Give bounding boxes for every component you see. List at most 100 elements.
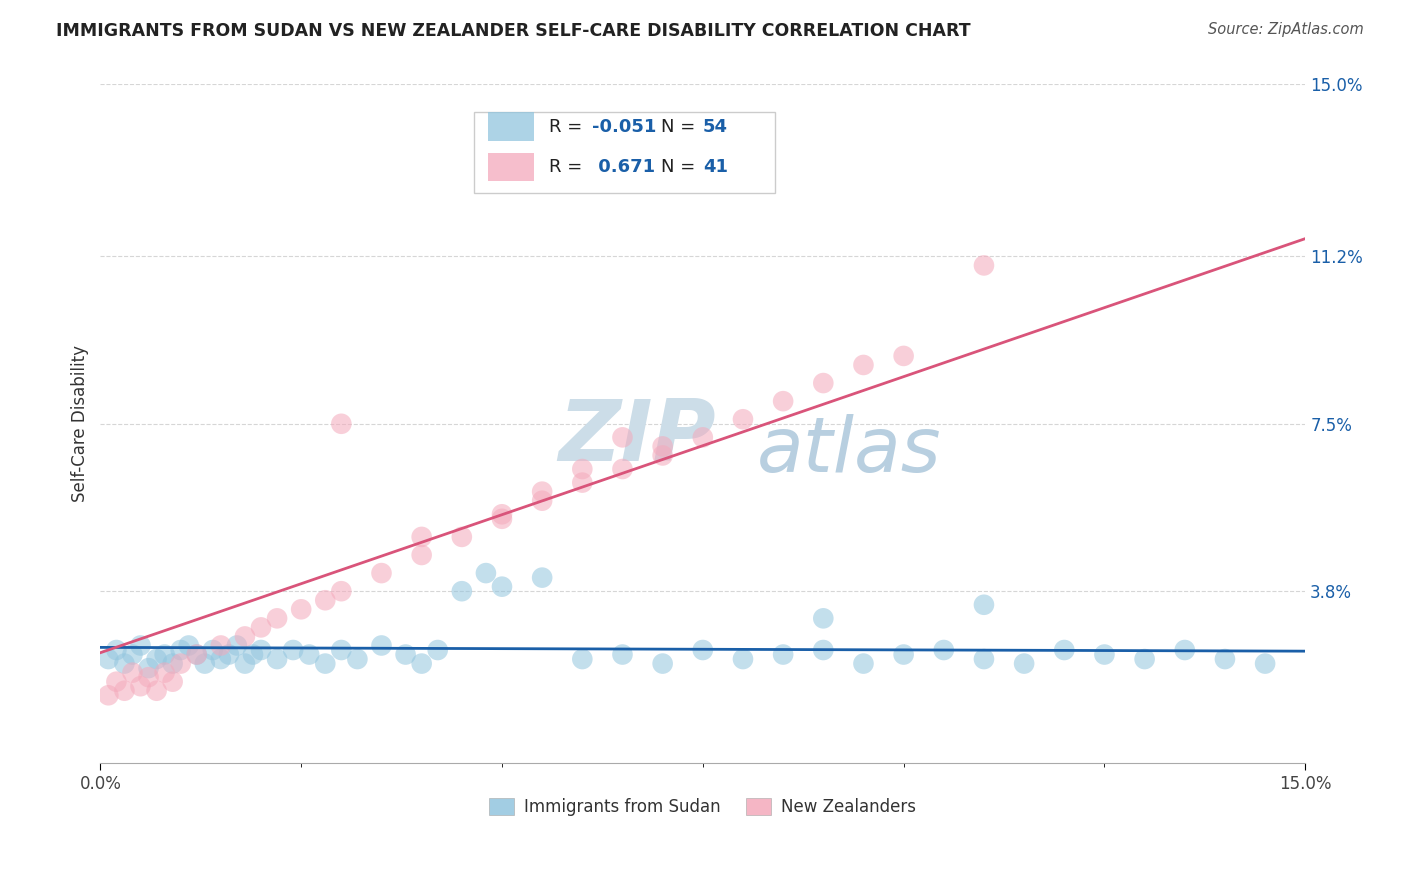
Point — [209, 639, 232, 653]
Text: R =: R = — [548, 158, 588, 177]
Point — [491, 512, 513, 526]
Point — [314, 593, 336, 607]
Point — [973, 259, 995, 273]
Point — [731, 652, 754, 666]
Point — [731, 145, 754, 160]
Point — [281, 643, 304, 657]
Point — [145, 683, 167, 698]
Point — [1174, 643, 1197, 657]
Point — [651, 449, 673, 463]
FancyBboxPatch shape — [474, 112, 775, 193]
Point — [97, 652, 120, 666]
Point — [170, 657, 193, 671]
Point — [114, 657, 136, 671]
Point — [266, 611, 288, 625]
Point — [1133, 652, 1156, 666]
Point — [531, 571, 554, 585]
Point — [450, 530, 472, 544]
Point — [772, 394, 794, 409]
Point — [813, 376, 835, 390]
Point — [330, 643, 353, 657]
Point — [266, 652, 288, 666]
Point — [651, 439, 673, 453]
Point — [162, 674, 184, 689]
Point — [571, 652, 593, 666]
Point — [105, 643, 128, 657]
Point — [370, 639, 392, 653]
Point — [531, 493, 554, 508]
Point — [138, 670, 160, 684]
Point — [129, 679, 152, 693]
Point — [531, 484, 554, 499]
Point — [170, 643, 193, 657]
Point — [1094, 648, 1116, 662]
Point — [114, 683, 136, 698]
Point — [651, 657, 673, 671]
Point — [491, 508, 513, 522]
Text: IMMIGRANTS FROM SUDAN VS NEW ZEALANDER SELF-CARE DISABILITY CORRELATION CHART: IMMIGRANTS FROM SUDAN VS NEW ZEALANDER S… — [56, 22, 972, 40]
Point — [612, 648, 634, 662]
Point — [571, 462, 593, 476]
Point — [893, 349, 915, 363]
Point — [129, 639, 152, 653]
Point — [612, 462, 634, 476]
Point — [330, 417, 353, 431]
Point — [153, 648, 176, 662]
Text: 54: 54 — [703, 118, 728, 136]
Point — [411, 530, 433, 544]
Point — [692, 430, 714, 444]
Text: N =: N = — [661, 118, 700, 136]
Point — [218, 648, 240, 662]
Point — [298, 648, 321, 662]
Point — [1053, 643, 1076, 657]
Text: Source: ZipAtlas.com: Source: ZipAtlas.com — [1208, 22, 1364, 37]
Point — [138, 661, 160, 675]
Legend: Immigrants from Sudan, New Zealanders: Immigrants from Sudan, New Zealanders — [482, 791, 922, 822]
Point — [394, 648, 416, 662]
Point — [186, 648, 208, 662]
Point — [450, 584, 472, 599]
Text: atlas: atlas — [756, 414, 942, 488]
Point — [475, 566, 498, 580]
Text: 41: 41 — [703, 158, 728, 177]
Point — [330, 584, 353, 599]
Point — [1213, 652, 1236, 666]
Point — [250, 643, 273, 657]
Point — [370, 566, 392, 580]
Text: ZIP: ZIP — [558, 396, 716, 479]
Point — [225, 639, 247, 653]
Point — [250, 620, 273, 634]
Point — [233, 657, 256, 671]
FancyBboxPatch shape — [488, 153, 534, 181]
Point — [1254, 657, 1277, 671]
Point — [194, 657, 217, 671]
Point — [571, 475, 593, 490]
Point — [973, 598, 995, 612]
Point — [893, 648, 915, 662]
Point — [145, 652, 167, 666]
FancyBboxPatch shape — [488, 112, 534, 141]
Point — [1012, 657, 1035, 671]
Point — [153, 665, 176, 680]
Point — [233, 629, 256, 643]
Point — [612, 430, 634, 444]
Point — [973, 652, 995, 666]
Point — [97, 688, 120, 702]
Point — [772, 648, 794, 662]
Point — [186, 648, 208, 662]
Point — [242, 648, 264, 662]
Point — [201, 643, 224, 657]
Point — [177, 639, 200, 653]
Point — [411, 657, 433, 671]
Point — [426, 643, 449, 657]
Text: R =: R = — [548, 118, 588, 136]
Point — [346, 652, 368, 666]
Text: -0.051: -0.051 — [592, 118, 657, 136]
Text: N =: N = — [661, 158, 700, 177]
Point — [731, 412, 754, 426]
Point — [852, 657, 875, 671]
Point — [852, 358, 875, 372]
Point — [813, 611, 835, 625]
Point — [411, 548, 433, 562]
Point — [813, 643, 835, 657]
